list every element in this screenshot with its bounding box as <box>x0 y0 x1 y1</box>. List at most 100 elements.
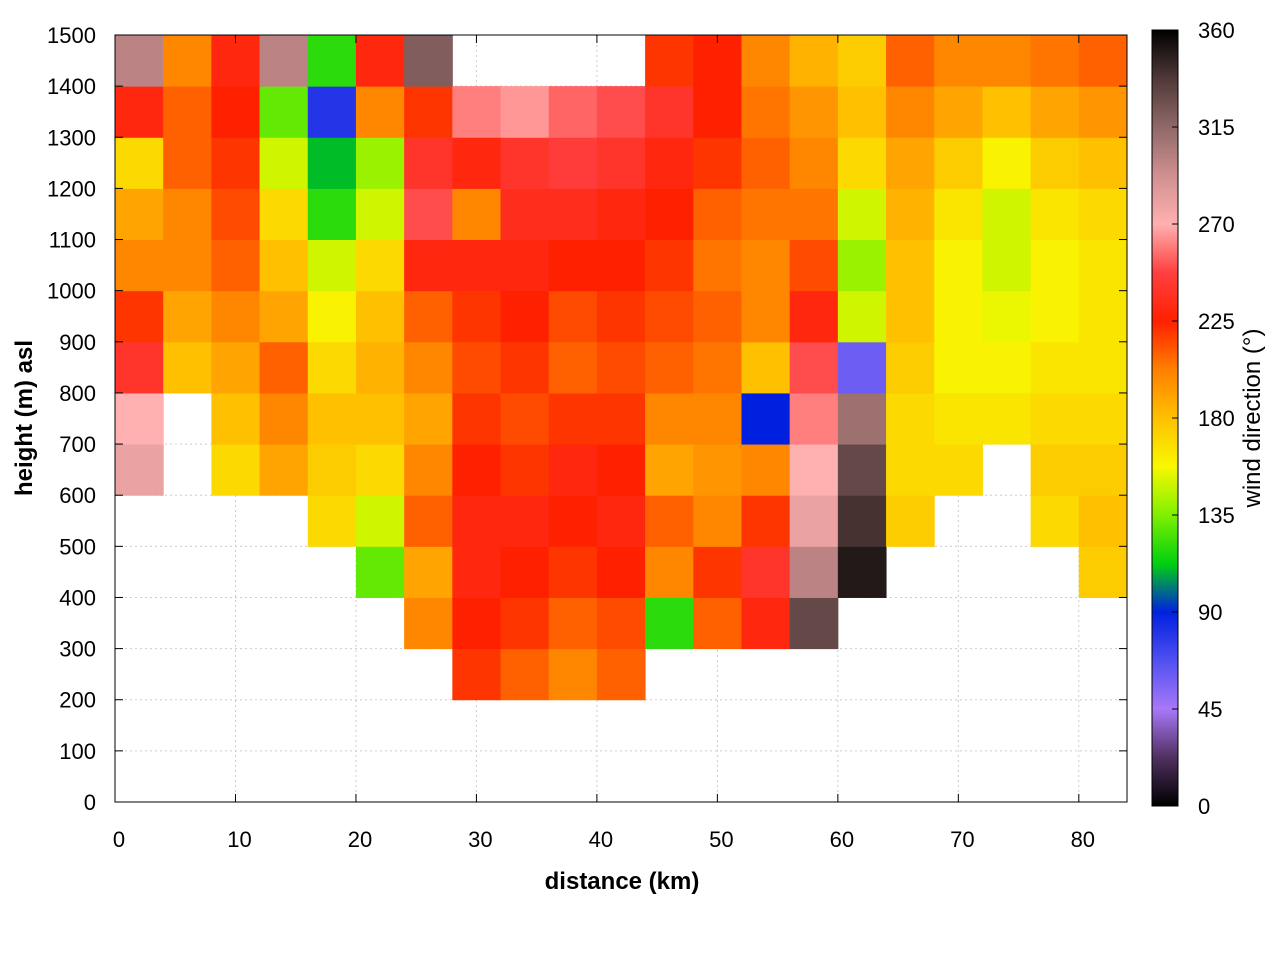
cell <box>934 35 983 87</box>
cell <box>837 290 887 343</box>
cell <box>596 137 646 189</box>
cell <box>693 444 742 496</box>
cell <box>1078 86 1128 138</box>
cell <box>886 239 935 292</box>
cell <box>404 341 453 394</box>
cell <box>789 137 839 189</box>
y-axis-label: height (m) asl <box>11 340 38 496</box>
cell <box>837 239 887 292</box>
cell <box>645 597 694 650</box>
x-tick-label: 50 <box>709 827 733 852</box>
cell <box>500 137 550 189</box>
cell <box>211 392 261 445</box>
cell <box>1078 290 1128 343</box>
x-tick-label: 0 <box>113 827 125 852</box>
cell <box>1078 239 1128 292</box>
cell <box>934 444 983 496</box>
cell <box>211 137 261 189</box>
cell <box>837 86 887 138</box>
cell <box>982 392 1032 445</box>
cell <box>693 137 742 189</box>
cell <box>163 290 212 343</box>
cell <box>548 341 598 394</box>
cell <box>934 86 983 138</box>
cell <box>886 188 935 241</box>
cell <box>1030 35 1080 87</box>
x-tick-label: 30 <box>468 827 492 852</box>
cell <box>934 137 983 189</box>
cell <box>500 188 550 241</box>
y-tick-label: 800 <box>59 381 96 406</box>
cell <box>307 444 357 496</box>
cell <box>355 341 405 394</box>
cell <box>259 239 309 292</box>
cell <box>211 341 261 394</box>
cell <box>211 35 261 87</box>
cell <box>837 341 887 394</box>
cell <box>500 290 550 343</box>
cell <box>596 495 646 547</box>
colorbar-tick-label: 360 <box>1198 18 1235 43</box>
cell <box>741 239 791 292</box>
cell <box>452 648 502 701</box>
cell <box>307 35 357 87</box>
cell <box>548 290 598 343</box>
cell <box>307 239 357 292</box>
cell <box>886 392 935 445</box>
cell <box>645 239 694 292</box>
cell <box>452 188 502 241</box>
cell <box>452 239 502 292</box>
cell <box>307 341 357 394</box>
cell <box>115 444 164 496</box>
cell <box>1030 137 1080 189</box>
cell <box>789 188 839 241</box>
cell <box>596 341 646 394</box>
cell <box>307 86 357 138</box>
cell <box>163 137 212 189</box>
cell <box>404 444 453 496</box>
cell <box>982 290 1032 343</box>
x-tick-label: 70 <box>950 827 974 852</box>
cell <box>211 86 261 138</box>
cell <box>211 239 261 292</box>
cell <box>404 495 453 547</box>
cell <box>693 86 742 138</box>
x-tick-label: 10 <box>227 827 251 852</box>
cell <box>211 188 261 241</box>
cell <box>693 341 742 394</box>
cell <box>115 86 164 138</box>
cell <box>1078 137 1128 189</box>
cell <box>259 444 309 496</box>
cell <box>886 86 935 138</box>
cell <box>741 290 791 343</box>
cell <box>548 546 598 598</box>
cell <box>741 35 791 87</box>
cell <box>500 648 550 701</box>
cell <box>548 137 598 189</box>
cell <box>741 341 791 394</box>
cell <box>452 546 502 598</box>
cell <box>1030 392 1080 445</box>
cell <box>500 495 550 547</box>
cell <box>837 35 887 87</box>
cell <box>307 137 357 189</box>
cell <box>355 546 405 598</box>
cell <box>645 86 694 138</box>
cell <box>1030 495 1080 547</box>
y-tick-label: 200 <box>59 688 96 713</box>
cell <box>596 188 646 241</box>
cell <box>404 290 453 343</box>
y-tick-label: 0 <box>84 790 96 815</box>
cell <box>789 444 839 496</box>
cell <box>259 341 309 394</box>
cell <box>307 188 357 241</box>
y-tick-label: 1300 <box>47 125 96 150</box>
cell <box>837 495 887 547</box>
cell <box>259 137 309 189</box>
cell <box>693 35 742 87</box>
cell <box>307 290 357 343</box>
cell <box>259 392 309 445</box>
cell <box>355 290 405 343</box>
y-tick-label: 900 <box>59 330 96 355</box>
cell <box>355 392 405 445</box>
